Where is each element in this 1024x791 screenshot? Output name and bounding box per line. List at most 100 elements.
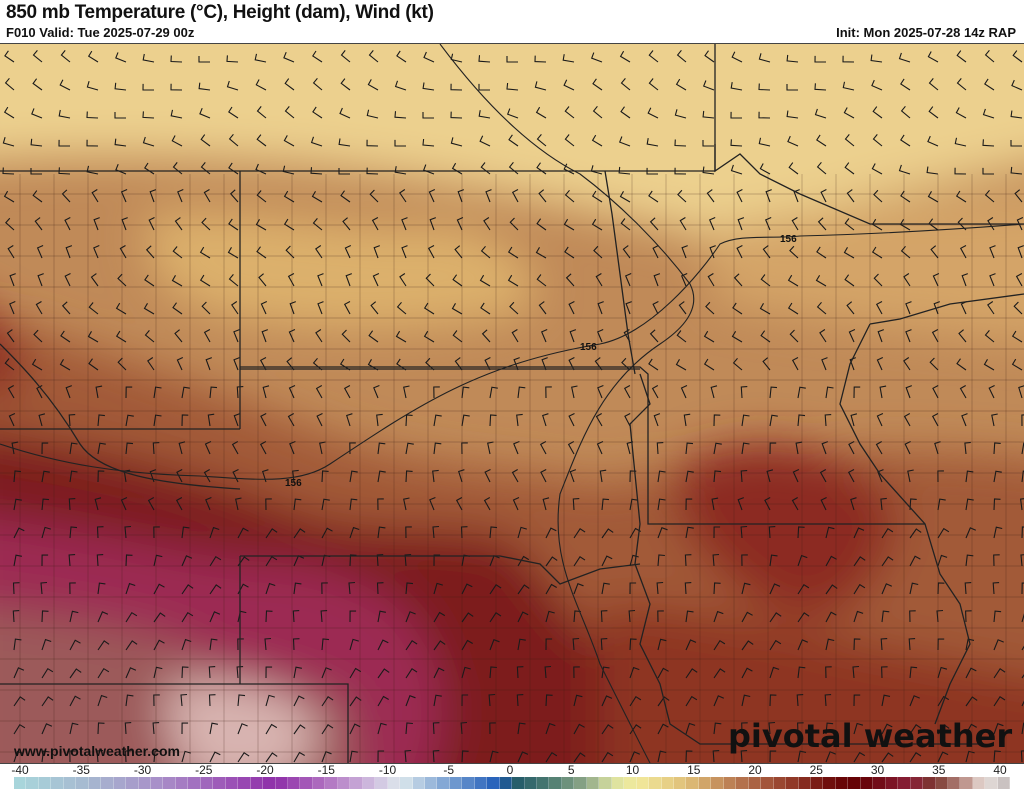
wind-barb [821,441,828,455]
wind-barb [982,139,995,147]
wind-barb [508,161,519,175]
colorbar-cell [561,777,575,789]
wind-barb [405,722,413,735]
wind-barb [713,470,722,483]
wind-barb [765,189,772,203]
wind-barb [1014,189,1023,203]
wind-barb [153,694,160,707]
wind-barb [96,526,104,539]
wind-barb [821,357,828,371]
wind-barb [255,79,267,91]
wind-barb [61,301,71,315]
wind-barb [114,138,127,147]
wind-barb [762,245,771,259]
wind-barb [937,554,948,567]
wind-barb [399,273,407,287]
wind-barb [791,357,799,371]
wind-barb [646,138,659,147]
colorbar-cell [337,777,351,789]
wind-barb [825,666,832,679]
colorbar-cell [947,777,961,789]
wind-barb [489,666,497,679]
wind-barb [489,386,498,399]
wind-barb [69,722,79,735]
pivotal-weather-logo: pivotal weather [728,717,1013,755]
wind-barb [172,162,183,175]
website-label: www.pivotalweather.com [14,743,180,759]
wind-barb [124,525,132,539]
colorbar-cell [873,777,886,789]
wind-barb [209,751,221,763]
colorbar-cell [437,777,450,789]
wind-barb [987,301,995,315]
wind-barb [479,135,491,147]
wind-barb [489,722,496,735]
wind-barb [964,582,972,595]
wind-barb [41,470,50,483]
wind-barb [433,694,442,707]
wind-barb [97,470,105,483]
wind-barb [740,525,748,539]
wind-barb [319,441,326,455]
wind-barb [710,385,718,399]
wind-barb [5,217,15,231]
wind-barb [685,750,693,763]
wind-barb [853,638,861,651]
wind-barb [321,582,328,595]
wind-barb [713,526,721,539]
wind-barb [937,582,945,595]
wind-barb [366,167,379,175]
colorbar-cell [275,777,288,789]
wind-barb [685,722,696,735]
wind-barb [544,665,552,679]
wind-barb [680,384,688,399]
wind-barb [937,638,945,651]
wind-barb [403,385,410,399]
wind-barb [97,694,108,707]
wind-barb [489,584,502,595]
wind-barb [115,52,127,63]
wind-barb [1013,301,1023,315]
wind-barb [13,498,22,511]
wind-barb [37,273,44,287]
wind-barb [1012,50,1023,63]
wind-barb [965,667,977,679]
wind-barb [545,694,553,707]
wind-barb [993,668,1006,679]
wind-barb [489,750,499,763]
wind-barb [9,273,16,287]
wind-barb [32,78,43,91]
wind-barb [481,329,491,343]
wind-barb [733,273,743,287]
wind-barb [87,331,99,343]
wind-barb [349,723,361,735]
wind-barb [97,414,105,427]
colorbar-tick: -35 [72,763,90,777]
wind-barb [816,246,827,259]
wind-barb [377,526,386,539]
wind-barb [1017,245,1024,259]
wind-barb [545,527,557,539]
colorbar-cell [499,777,513,789]
wind-barb [853,751,866,763]
wind-barb [685,695,698,707]
wind-barb [172,302,183,315]
colorbar-cell [138,777,151,789]
wind-barb [908,638,916,651]
wind-barb [593,245,603,259]
wind-barb [959,385,967,399]
wind-barb [904,441,911,455]
wind-barb [787,302,799,315]
wind-barb [937,498,946,511]
wind-barb [592,105,603,119]
wind-barb [937,751,949,763]
wind-barb [368,50,379,63]
wind-barb [1011,79,1023,91]
wind-barb [993,498,1001,511]
wind-barb [432,525,440,539]
wind-barb [115,302,127,315]
wind-barb [629,498,638,511]
wind-barb [713,442,722,455]
wind-barb [59,79,71,91]
wind-barb [228,274,239,287]
